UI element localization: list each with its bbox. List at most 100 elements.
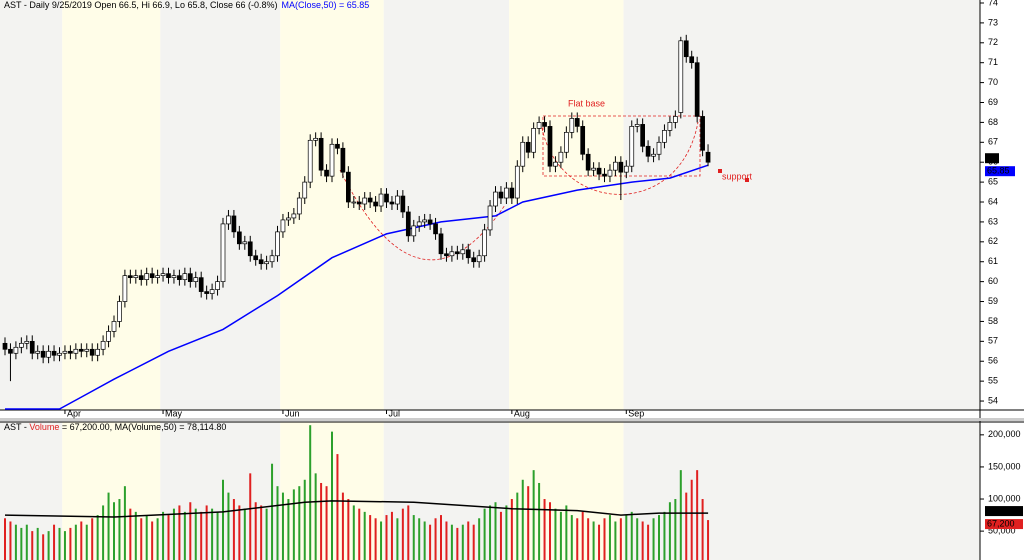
volume-bar [663, 511, 666, 560]
candle-body [672, 116, 678, 123]
price-tag-label: 66 [987, 153, 997, 163]
volume-bar [309, 425, 312, 560]
volume-bar [216, 511, 219, 560]
volume-bar [461, 524, 464, 560]
candle-body [155, 275, 160, 278]
candle-body [602, 173, 607, 177]
volume-bar [565, 505, 568, 560]
volume-bar [412, 515, 415, 560]
volume-bar [647, 524, 650, 560]
volume-bar [407, 505, 410, 560]
candle-body [253, 255, 259, 261]
y-tick-label: 62 [988, 236, 998, 246]
x-tick-label: Apr [67, 408, 81, 418]
y-tick-label: 68 [988, 117, 998, 127]
candle-body [465, 249, 471, 259]
candle-body [400, 195, 406, 213]
candle-body [585, 153, 591, 171]
candle-body [596, 167, 602, 175]
volume-bar [598, 524, 601, 560]
volume-bar [538, 482, 541, 560]
volume-bar [102, 505, 105, 560]
volume-bar [58, 527, 61, 560]
volume-bar [205, 505, 208, 560]
y-tick-label: 59 [988, 296, 998, 306]
candle-body [177, 275, 182, 280]
volume-bar [543, 499, 546, 560]
candle-body [19, 342, 24, 348]
candle-body [591, 167, 596, 171]
candle-body [651, 153, 656, 157]
candle-body [525, 141, 531, 153]
volume-bar [31, 531, 34, 560]
volume-bar [271, 463, 274, 560]
volume-bar [298, 486, 301, 560]
candle-body [460, 249, 466, 255]
y-tick-label: 58 [988, 316, 998, 326]
volume-bar [554, 508, 557, 560]
volume-bar [652, 518, 655, 560]
y-tick-label: 57 [988, 336, 998, 346]
candle-body [411, 225, 417, 237]
volume-bar [36, 527, 39, 560]
candle-body [57, 352, 62, 356]
volume-bar [85, 524, 88, 560]
volume-bar [341, 492, 344, 560]
candle-body [656, 141, 662, 155]
y-tick-label: 73 [988, 17, 998, 27]
volume-bar [314, 473, 317, 560]
candle-body [264, 261, 269, 265]
volume-bar [608, 515, 611, 560]
y-tick-label: 70 [988, 77, 998, 87]
candle-body [247, 241, 253, 257]
volume-bar [211, 508, 214, 560]
candle-body [8, 348, 13, 354]
x-tick-label: May [165, 408, 183, 418]
volume-bar [4, 518, 6, 560]
candle-body [433, 223, 438, 235]
right-axis-panel [980, 0, 1024, 560]
candle-body [40, 350, 46, 358]
candle-body [351, 201, 357, 204]
candle-body [73, 348, 79, 354]
candle-body [24, 340, 30, 344]
candle-body [514, 165, 520, 199]
y-tick-label: 200,000 [988, 429, 1021, 439]
volume-bar [499, 511, 502, 560]
candle-body [367, 197, 373, 203]
candle-body [667, 122, 673, 131]
volume-bar [374, 518, 377, 560]
volume-bar [701, 499, 704, 560]
volume-bar [91, 518, 94, 560]
candle-body [258, 259, 264, 265]
candle-body [324, 169, 329, 177]
title-part: = 67,200.00, [59, 422, 114, 432]
candle-body [395, 195, 400, 205]
volume-bar [467, 521, 470, 560]
candle-body [618, 161, 624, 173]
volume-bar [510, 499, 513, 560]
volume-bar [668, 502, 671, 560]
price-tag [985, 166, 1015, 177]
volume-bar [390, 511, 393, 560]
volume-bar [20, 527, 23, 560]
volume-bar [679, 470, 682, 560]
volume-bar [47, 531, 50, 560]
candle-body [455, 251, 460, 255]
candle-body [563, 132, 569, 153]
volume-bar [521, 479, 524, 560]
candle-body [35, 350, 41, 354]
candle-body [422, 219, 427, 223]
volume-bar [401, 508, 404, 560]
candle-body [302, 181, 308, 199]
volume-bar [227, 492, 230, 560]
month-band [62, 0, 161, 410]
candle-body [405, 211, 411, 237]
y-tick-label: 69 [988, 97, 998, 107]
volume-bar [358, 508, 361, 560]
title-part: MA(Volume,50) = 78,114.80 [115, 422, 227, 432]
volume-bar [630, 511, 633, 560]
candle-body [645, 145, 651, 157]
candle-body [346, 171, 351, 203]
volume-bar [690, 479, 693, 560]
